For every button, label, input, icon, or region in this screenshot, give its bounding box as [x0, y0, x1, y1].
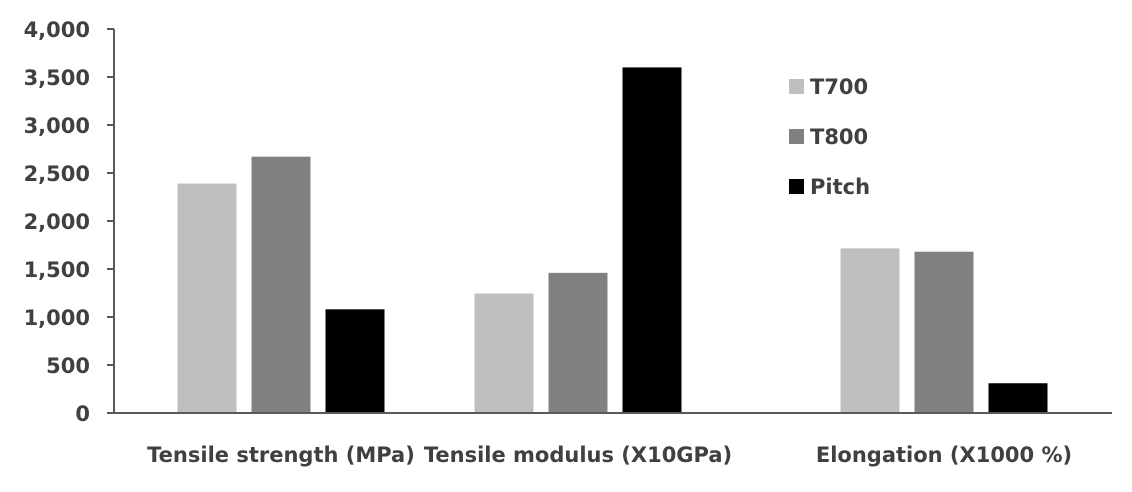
- y-axis: 0 500 1,000 1,500 2,000 2,500 3,000 3,500 4,000: [24, 18, 115, 426]
- x-axis: Tensile strength (MPa) Tensile modulus (X…: [114, 412, 1112, 467]
- legend: T700 T800 Pitch: [789, 75, 870, 199]
- bar-t800-3: [914, 251, 974, 413]
- x-tick-label: Elongation (X1000 %): [816, 443, 1072, 467]
- y-tick-label: 4,000: [24, 18, 90, 42]
- bar-t800-1: [251, 156, 311, 413]
- bars: [177, 67, 1048, 414]
- y-tick-label: 1,000: [24, 306, 90, 330]
- legend-label-t700: T700: [810, 75, 868, 99]
- bar-t800-2: [548, 272, 608, 413]
- legend-swatch-t800: [789, 129, 804, 144]
- y-tick-label: 2,500: [24, 162, 90, 186]
- legend-swatch-pitch: [789, 179, 804, 194]
- bar-t700-1: [177, 183, 237, 413]
- x-tick-label: Tensile strength (MPa): [147, 443, 415, 467]
- x-tick-label: Tensile modulus (X10GPa): [424, 443, 732, 467]
- legend-label-t800: T800: [810, 125, 868, 149]
- y-tick-label: 500: [46, 354, 90, 378]
- bar-t700-2: [474, 293, 534, 413]
- bar-pitch-1: [325, 309, 385, 413]
- legend-label-pitch: Pitch: [810, 175, 870, 199]
- y-tick-label: 3,500: [24, 66, 90, 90]
- y-tick-label: 0: [75, 402, 90, 426]
- legend-swatch-t700: [789, 79, 804, 94]
- y-tick-label: 3,000: [24, 114, 90, 138]
- bar-t700-3: [840, 248, 900, 413]
- y-tick-label: 1,500: [24, 258, 90, 282]
- bar-pitch-2: [622, 67, 682, 414]
- bar-pitch-3: [988, 383, 1048, 413]
- y-tick-label: 2,000: [24, 210, 90, 234]
